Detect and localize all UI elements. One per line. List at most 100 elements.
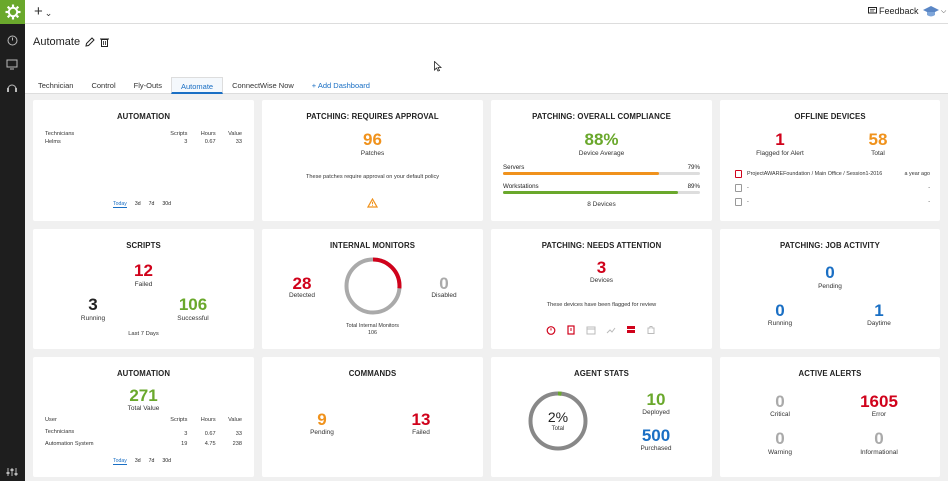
failed-label: Failed xyxy=(134,281,153,288)
informational-count: 0 xyxy=(874,429,884,448)
card-title: PATCHING: OVERALL COMPLIANCE xyxy=(532,112,671,121)
table-row[interactable]: Technicians 3 0.67 33 xyxy=(45,428,242,440)
active-alerts-card[interactable]: ACTIVE ALERTS 0 Critical 1605 Error 0 Wa… xyxy=(720,357,940,477)
card-title: AUTOMATION xyxy=(116,112,171,121)
running-label: Running xyxy=(767,320,793,327)
timeline-30d[interactable]: 30d xyxy=(162,458,172,464)
feedback-button[interactable]: Feedback xyxy=(868,6,919,16)
compliance-percent: 88% xyxy=(584,130,619,149)
devices-count: 3 xyxy=(596,258,607,277)
failed-label: Failed xyxy=(412,429,430,436)
dashboard-icon[interactable] xyxy=(5,33,19,47)
chevron-down-icon[interactable]: ⌵ xyxy=(941,8,947,15)
page-title: Automate xyxy=(33,36,81,48)
running-count: 3 xyxy=(88,295,98,314)
disabled-label: Disabled xyxy=(431,292,457,299)
patching-attention-card[interactable]: PATCHING: NEEDS ATTENTION 3 Devices Thes… xyxy=(491,229,712,349)
page-header: Automate Technician Control Fly-Outs Aut… xyxy=(25,24,948,94)
timeline-7d[interactable]: 7d xyxy=(148,458,155,464)
last-seen: - xyxy=(928,185,930,191)
deployed-label: Deployed xyxy=(642,409,670,416)
automation-users-table: User Scripts Hours Value Technicians 3 0.67 33… xyxy=(45,416,242,448)
clock-alert-icon[interactable] xyxy=(546,325,556,335)
timeline-today[interactable]: Today xyxy=(113,201,127,208)
device-average-label: Device Average xyxy=(578,150,625,157)
critical-count: 0 xyxy=(775,392,785,411)
scripts-card[interactable]: SCRIPTS 12 Failed 3 Running 106 Successf… xyxy=(33,229,254,349)
percent-label: Total xyxy=(551,426,565,432)
add-dashboard-button[interactable]: + Add Dashboard xyxy=(311,81,370,90)
pending-label: Pending xyxy=(818,283,842,290)
cell: 3 xyxy=(184,431,188,437)
cell: 0.67 xyxy=(204,431,216,437)
table-row[interactable]: Helms 3 0.67 33 xyxy=(45,138,242,146)
cell: Technicians xyxy=(45,429,75,435)
list-item[interactable]: - - xyxy=(735,184,930,192)
list-item[interactable]: ProjectAWAREFoundation / Main Office / S… xyxy=(735,170,930,178)
attention-icons xyxy=(546,325,656,335)
calendar-icon[interactable] xyxy=(586,325,596,335)
server-alert-icon[interactable] xyxy=(626,325,636,335)
tab-fly-outs[interactable]: Fly-Outs xyxy=(133,81,162,90)
user-avatar[interactable] xyxy=(922,3,940,19)
tab-control[interactable]: Control xyxy=(91,81,116,90)
tab-technician[interactable]: Technician xyxy=(38,81,74,90)
document-icon xyxy=(735,184,742,192)
cell: 33 xyxy=(235,139,242,145)
pending-count: 0 xyxy=(825,263,835,282)
timeline-selector: Today 3d 7d 30d xyxy=(113,201,171,208)
timeline-7d[interactable]: 7d xyxy=(148,201,155,207)
cell: 33 xyxy=(235,431,242,437)
chart-icon[interactable] xyxy=(606,325,616,335)
card-title: COMMANDS xyxy=(348,369,397,378)
timeline-3d[interactable]: 3d xyxy=(134,458,141,464)
internal-monitors-card[interactable]: INTERNAL MONITORS 28 Detected 0 Disabled… xyxy=(262,229,483,349)
offline-devices-card: OFFLINE DEVICES 1 Flagged for Alert 58 T… xyxy=(720,100,940,221)
list-item[interactable]: - - xyxy=(735,198,930,206)
servers-progress-bar xyxy=(503,172,700,175)
monitors-donut-chart xyxy=(344,257,402,315)
gear-logo-icon[interactable] xyxy=(0,0,25,24)
attention-note: These devices have been flagged for revi… xyxy=(546,302,657,308)
timeline-30d[interactable]: 30d xyxy=(162,201,172,207)
card-title: PATCHING: NEEDS ATTENTION xyxy=(541,241,662,250)
puzzle-icon[interactable] xyxy=(646,325,656,335)
detected-arc xyxy=(344,257,402,315)
patching-job-activity-card[interactable]: PATCHING: JOB ACTIVITY 0 Pending 0 Runni… xyxy=(720,229,940,349)
card-title: AUTOMATION xyxy=(116,369,171,378)
table-row[interactable]: Automation System 19 4.75 238 xyxy=(45,440,242,448)
agent-stats-card[interactable]: AGENT STATS 2% Total 10 Deployed 500 Pur… xyxy=(491,357,712,477)
patching-compliance-card[interactable]: PATCHING: OVERALL COMPLIANCE 88% Device … xyxy=(491,100,712,221)
patching-approval-card[interactable]: PATCHING: REQUIRES APPROVAL 96 Patches T… xyxy=(262,100,483,221)
cell: 4.75 xyxy=(204,441,216,447)
failed-count: 13 xyxy=(411,410,431,429)
pencil-icon[interactable] xyxy=(85,37,95,47)
tab-automate[interactable]: Automate xyxy=(170,77,224,94)
card-title: OFFLINE DEVICES xyxy=(794,112,866,121)
cell: 19 xyxy=(181,441,188,447)
device-path: - xyxy=(747,185,749,191)
settings-sliders-icon[interactable] xyxy=(5,465,19,479)
total-value-label: Total Value xyxy=(127,405,160,412)
patches-count: 96 xyxy=(363,130,382,149)
mouse-cursor-icon xyxy=(434,61,442,72)
commands-card[interactable]: COMMANDS 9 Pending 13 Failed xyxy=(262,357,483,477)
devices-icon[interactable] xyxy=(5,57,19,71)
devices-count: 8 Devices xyxy=(587,201,616,208)
card-title: PATCHING: REQUIRES APPROVAL xyxy=(306,112,439,121)
document-alert-icon[interactable] xyxy=(566,325,576,335)
last-seen: a year ago xyxy=(904,171,930,177)
table-header: User Scripts Hours Value xyxy=(45,416,242,428)
workstations-progress-bar xyxy=(503,191,700,194)
timeline-today[interactable]: Today xyxy=(113,458,127,465)
trash-icon[interactable] xyxy=(100,37,110,47)
tab-connectwise-now[interactable]: ConnectWise Now xyxy=(232,81,294,90)
purchased-label: Purchased xyxy=(640,445,672,452)
running-count: 0 xyxy=(775,301,785,320)
add-menu-button[interactable]: + ⌄ xyxy=(34,4,52,21)
device-path: - xyxy=(747,199,749,205)
cell: 3 xyxy=(184,139,188,145)
headset-icon[interactable] xyxy=(5,80,19,94)
cell: 238 xyxy=(232,441,242,447)
timeline-3d[interactable]: 3d xyxy=(134,201,141,207)
